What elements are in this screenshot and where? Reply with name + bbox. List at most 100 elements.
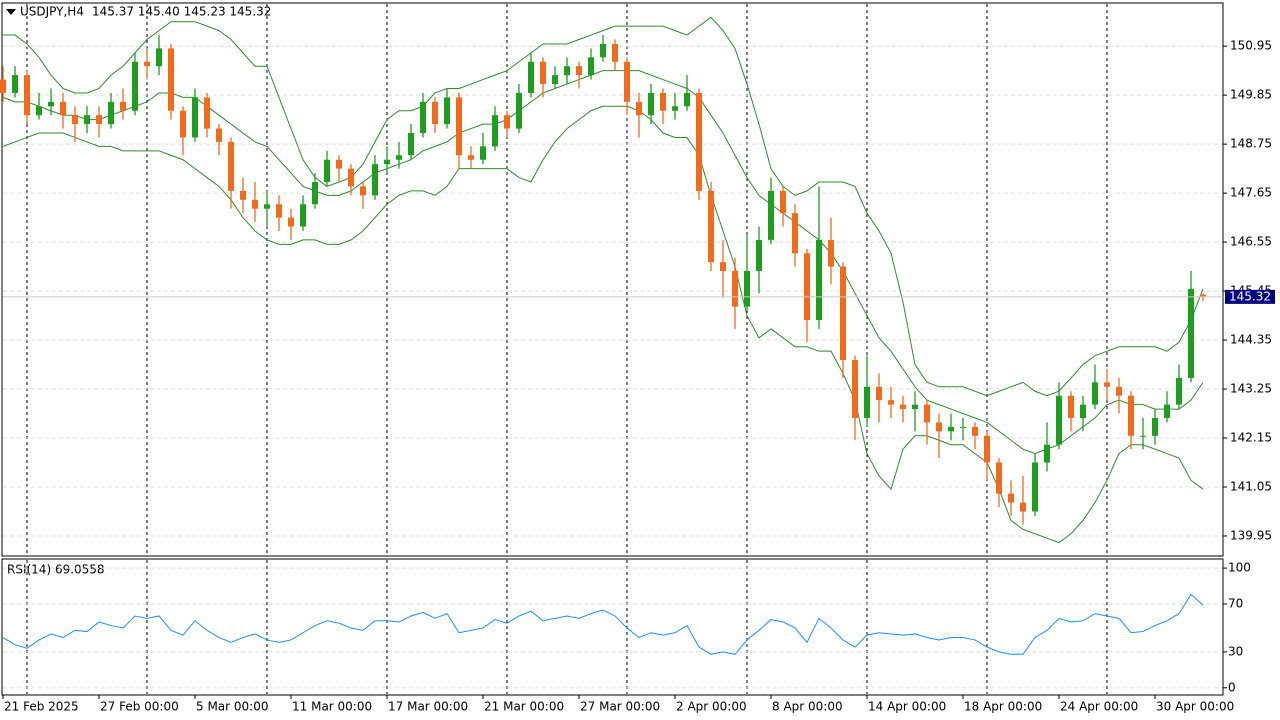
price-tag-label: 145.32 (1229, 289, 1271, 303)
candle-body (1056, 395, 1062, 445)
candle-body (60, 101, 66, 116)
candle-body (1092, 382, 1098, 405)
candle-body (348, 168, 354, 187)
candle-body (360, 186, 366, 196)
candle-body (444, 97, 450, 125)
y-tick-label: 150.95 (1230, 39, 1272, 53)
candle-body (636, 101, 642, 116)
x-tick-label: 14 Apr 00:00 (868, 700, 946, 714)
candle-body (468, 155, 474, 160)
y-tick-label: 146.55 (1230, 235, 1272, 249)
x-tick-label: 27 Mar 00:00 (580, 700, 660, 714)
x-tick-label: 5 Mar 00:00 (196, 700, 269, 714)
candle-body (624, 61, 630, 102)
candle-body (900, 404, 906, 410)
candle-body (960, 426, 966, 428)
y-tick-label: 100 (1228, 561, 1251, 575)
candle-body (408, 133, 414, 156)
candle-body (1044, 444, 1050, 463)
candle-body (336, 159, 342, 169)
candle-body (1080, 404, 1086, 418)
candle-body (732, 271, 738, 307)
candle-body (1164, 404, 1170, 418)
candle-body (264, 204, 270, 209)
candle-body (612, 43, 618, 62)
bollinger-band (3, 16, 1204, 397)
x-tick-label: 21 Mar 00:00 (484, 700, 564, 714)
candle-body (552, 75, 558, 85)
candle-body (156, 48, 162, 67)
y-tick-label: 147.65 (1230, 186, 1272, 200)
candle-body (720, 262, 726, 272)
candle-body (1116, 386, 1122, 396)
quote: 145.37 145.40 145.23 145.32 (92, 5, 271, 19)
candle-body (108, 101, 114, 125)
candle-body (204, 97, 210, 129)
y-tick-label: 70 (1228, 597, 1243, 611)
candle-body (852, 360, 858, 418)
candle-body (480, 146, 486, 160)
candle-body (120, 101, 126, 111)
candle-body (1020, 502, 1026, 512)
rsi-panel (1, 558, 1224, 696)
main-panel (1, 2, 1224, 557)
candle-body (924, 404, 930, 423)
candle-body (984, 435, 990, 463)
candle-body (816, 239, 822, 321)
bollinger-band (2, 70, 1204, 455)
y-tick-label: 143.25 (1230, 382, 1272, 396)
candle-body (1200, 294, 1206, 297)
x-tick-label: 8 Apr 00:00 (772, 700, 843, 714)
candle-body (216, 128, 222, 142)
y-tick-label: 0 (1228, 680, 1236, 694)
candle-body (180, 110, 186, 138)
y-tick-label: 141.05 (1230, 479, 1272, 493)
y-tick-label: 148.75 (1230, 137, 1272, 151)
candle-body (72, 115, 78, 125)
candle-body (672, 106, 678, 111)
candle-body (1188, 288, 1194, 378)
candle-body (804, 253, 810, 321)
candle-body (684, 92, 690, 107)
candle-body (132, 61, 138, 111)
candle-body (1104, 382, 1110, 387)
candle-body (192, 97, 198, 138)
candle-body (252, 199, 258, 209)
candle-body (240, 190, 246, 200)
candle-body (456, 97, 462, 156)
candle-body (744, 271, 750, 307)
candle-body (540, 61, 546, 85)
candle-body (1152, 417, 1158, 436)
candle-body (84, 115, 90, 125)
candle-body (36, 106, 42, 116)
candle-body (504, 115, 510, 129)
y-tick-label: 30 (1228, 644, 1243, 658)
candle-body (384, 159, 390, 165)
y-tick-label: 144.35 (1230, 333, 1272, 347)
candle-body (780, 190, 786, 214)
candle-body (528, 61, 534, 93)
candle-body (972, 426, 978, 436)
candle-body (432, 101, 438, 125)
candle-body (0, 79, 6, 93)
x-tick-label: 21 Feb 2025 (4, 700, 79, 714)
menu-arrow[interactable] (6, 9, 16, 15)
y-tick-label: 139.95 (1230, 528, 1272, 542)
x-tick-label: 11 Mar 00:00 (292, 700, 372, 714)
x-tick-label: 18 Apr 00:00 (964, 700, 1042, 714)
candle-body (324, 159, 330, 182)
candle-body (276, 204, 282, 218)
bollinger-band (2, 105, 1204, 544)
candle-body (1140, 435, 1146, 437)
candle-body (792, 213, 798, 254)
candle-body (588, 57, 594, 76)
candle-body (696, 92, 702, 191)
candle-body (936, 422, 942, 432)
x-tick-label: 24 Apr 00:00 (1060, 700, 1138, 714)
candle-body (708, 190, 714, 263)
candle-body (1032, 462, 1038, 512)
candle-body (564, 66, 570, 76)
candle-body (648, 92, 654, 116)
candle-body (48, 101, 54, 107)
